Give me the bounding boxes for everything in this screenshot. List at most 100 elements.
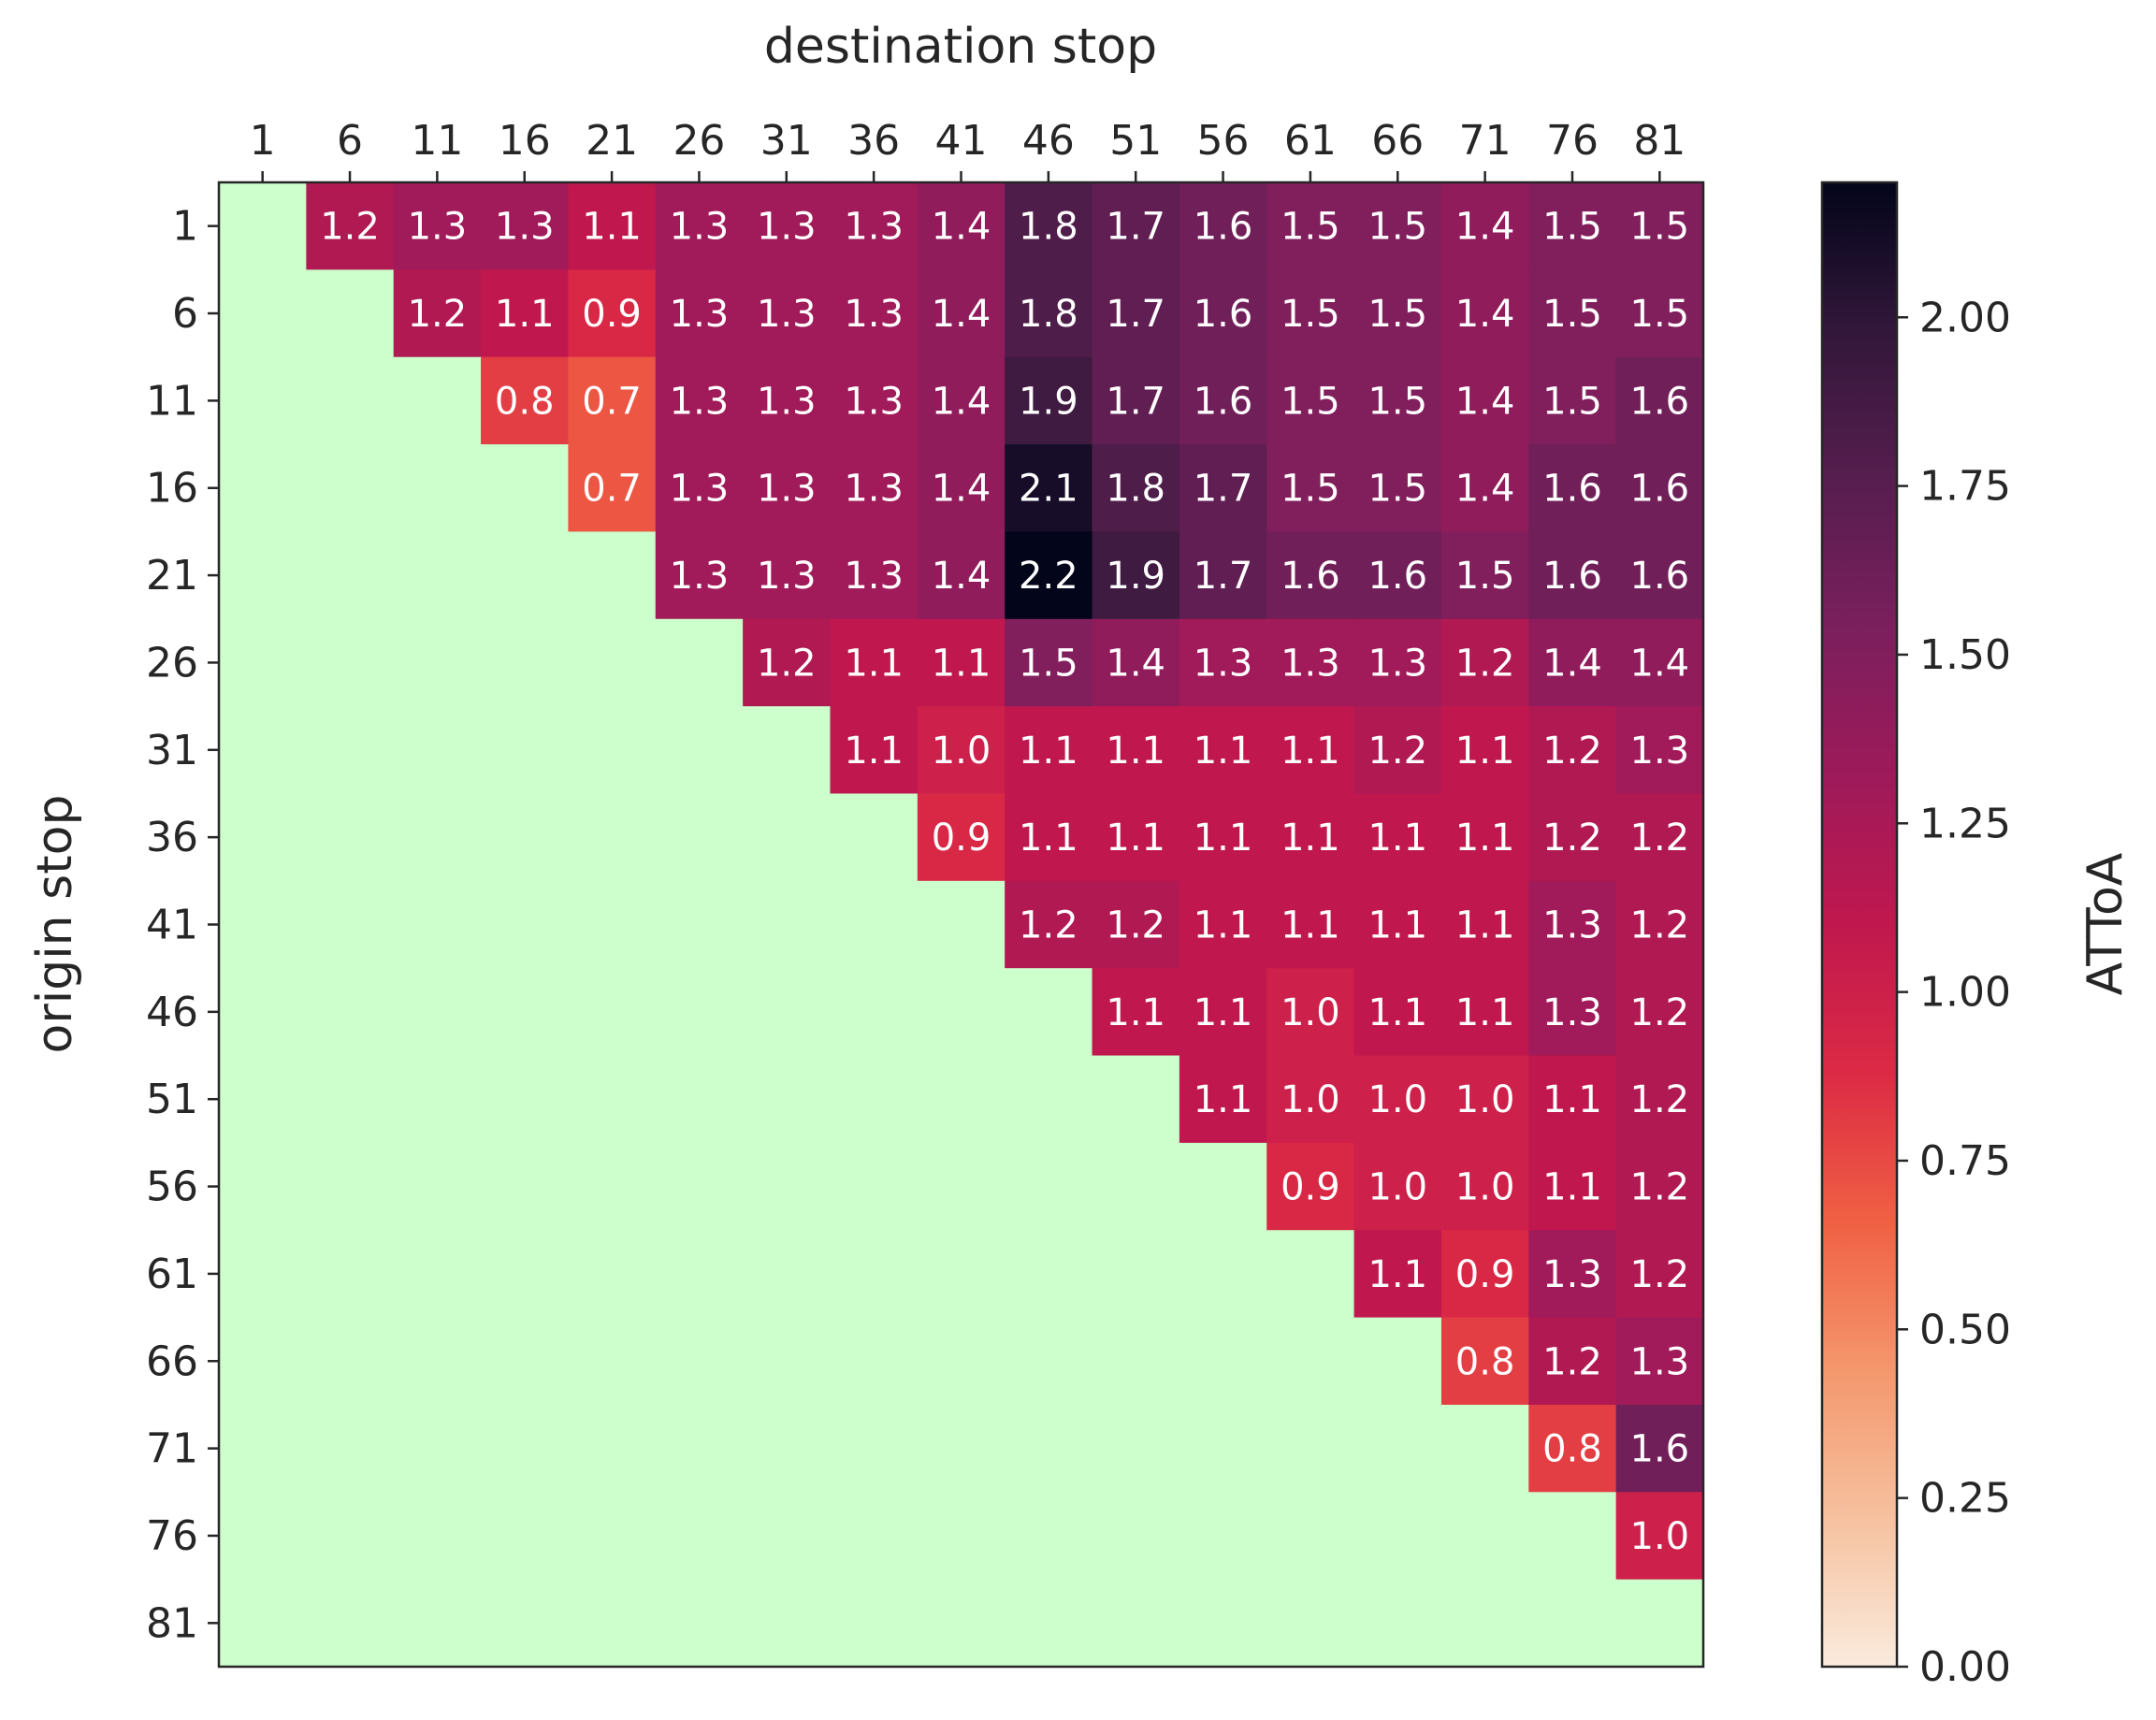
cell-value-label: 1.3 [757,468,817,511]
heatmap-cell [306,1055,395,1144]
heatmap-cell [1005,968,1093,1057]
heatmap-cell [743,356,832,445]
heatmap-cell [306,1579,395,1668]
heatmap-cell [1353,444,1442,533]
heatmap-cell [393,1579,482,1668]
heatmap-cell [655,1579,744,1668]
cell-value-label: 1.0 [932,730,991,773]
colorbar [1820,181,1899,1669]
heatmap-cell [830,182,919,270]
heatmap-cell [743,793,832,882]
cell-value-label: 1.0 [1455,1166,1515,1209]
heatmap-cell [1353,706,1442,795]
heatmap-cell [1266,880,1355,969]
heatmap-cell [655,1404,744,1493]
heatmap-cell [481,269,570,358]
heatmap-cell [1353,1230,1442,1319]
heatmap-cell [1615,1055,1704,1144]
heatmap-cell [1005,444,1093,533]
heatmap-cell [1005,1579,1093,1668]
heatmap-cell [1005,1404,1093,1493]
heatmap-cell [568,1142,657,1231]
heatmap-cell [393,880,482,969]
heatmap-cell [1179,1492,1267,1581]
heatmap-cell [655,182,744,270]
heatmap-cell [568,1492,657,1581]
heatmap-cell [219,1404,307,1493]
cell-value-label: 1.1 [1455,730,1515,773]
heatmap-cell [1266,444,1355,533]
cell-value-label: 1.3 [670,380,730,423]
heatmap-cell [743,880,832,969]
heatmap-cell [481,706,570,795]
heatmap-cell [481,444,570,533]
heatmap-cell [1440,1579,1529,1668]
heatmap-cell [1440,269,1529,358]
heatmap-cell [306,1404,395,1493]
x-tick-label: 16 [499,117,551,165]
heatmap-cell [219,706,307,795]
y-tick-label: 41 [146,902,198,949]
heatmap-cell [393,356,482,445]
cell-value-label: 2.2 [1019,555,1078,598]
heatmap-cell [219,1579,307,1668]
y-tick-label: 1 [172,203,198,251]
heatmap-cell [1092,618,1180,707]
heatmap-cell [1528,706,1617,795]
heatmap-cell [917,1230,1006,1319]
heatmap-cell [306,1142,395,1231]
heatmap-cell [1005,182,1093,270]
cell-value-label: 1.2 [1630,1078,1690,1121]
cell-value-label: 0.7 [582,468,642,511]
y-tick-label: 31 [146,727,198,774]
heatmap-cell [830,1317,919,1406]
heatmap-cell [1528,1055,1617,1144]
heatmap-cell [219,356,307,445]
heatmap-cell [917,1317,1006,1406]
cell-value-label: 1.5 [1281,206,1340,249]
heatmap-cell [655,1055,744,1144]
cell-value-label: 1.2 [1630,817,1690,860]
heatmap-cell [917,880,1006,969]
cell-value-label: 0.8 [495,380,555,423]
heatmap-cell [568,618,657,707]
heatmap-cell [306,356,395,445]
cell-value-label: 1.3 [670,293,730,336]
cell-value-label: 1.3 [1542,904,1602,947]
heatmap-cell [1092,1579,1180,1668]
cell-value-label: 1.1 [932,642,991,685]
heatmap-cell [219,880,307,969]
heatmap-cell [1179,269,1267,358]
heatmap-cell [1615,1317,1704,1406]
heatmap-cell [743,1579,832,1668]
x-tick-label: 6 [337,117,363,165]
heatmap-cell [481,793,570,882]
heatmap-cell [1179,444,1267,533]
x-tick-label: 66 [1371,117,1424,165]
cell-value-label: 1.0 [1281,991,1340,1034]
heatmap-cell [1005,1317,1093,1406]
heatmap-cell [1092,269,1180,358]
cell-value-label: 1.0 [1367,1078,1427,1121]
cell-value-label: 1.5 [1367,206,1427,249]
heatmap-cell [1440,1230,1529,1319]
cell-value-label: 1.6 [1630,555,1690,598]
heatmap-cell [219,182,307,270]
heatmap-cell [1528,968,1617,1057]
heatmap-cell [1092,182,1180,270]
cell-value-label: 1.3 [1281,642,1340,685]
heatmap-cell [1179,968,1267,1057]
cell-value-label: 1.1 [844,730,904,773]
cell-value-label: 1.0 [1367,1166,1427,1209]
heatmap-cell [1353,618,1442,707]
cell-value-label: 1.3 [757,206,817,249]
cell-value-label: 1.3 [1367,642,1427,685]
heatmap-cell [1005,269,1093,358]
heatmap-cell [1092,1317,1180,1406]
cell-value-label: 1.4 [932,380,991,423]
heatmap-cell [1353,1492,1442,1581]
heatmap-cell [743,1055,832,1144]
heatmap-cell [743,1142,832,1231]
heatmap-cell [568,1317,657,1406]
